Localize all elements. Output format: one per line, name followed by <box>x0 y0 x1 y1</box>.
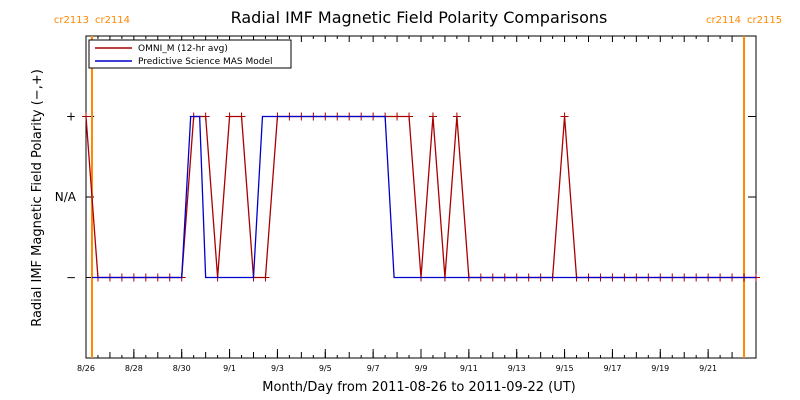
x-tick-label: 9/17 <box>603 364 621 373</box>
x-tick-label: 9/19 <box>651 364 669 373</box>
legend-box <box>88 39 292 69</box>
y-tick-label: + <box>66 110 76 124</box>
carrington-label-left: cr2114 <box>706 15 741 26</box>
y-axis: + N/A − <box>55 110 756 285</box>
x-tick-label: 9/13 <box>508 364 526 373</box>
omni-data-point <box>428 112 437 121</box>
omni-data-point <box>405 112 414 121</box>
omni-data-point <box>261 273 270 282</box>
x-axis: 8/26 8/28 8/30 9/1 9/3 9/5 9/7 9/9 9/11 9/13 9/15 9… <box>77 36 757 373</box>
series-layer <box>82 112 760 282</box>
omni-data-point <box>452 112 461 121</box>
omni-data-point <box>237 112 246 121</box>
carrington-label-right: cr2115 <box>747 15 782 26</box>
x-tick-label: 9/11 <box>460 364 478 373</box>
y-axis-label: Radial IMF Magnetic Field Polarity (−,+) <box>30 69 45 327</box>
series-line-mas <box>91 115 756 279</box>
x-tick-label: 9/15 <box>556 364 574 373</box>
omni-data-point <box>82 112 90 121</box>
chart-title: Radial IMF Magnetic Field Polarity Compa… <box>231 8 608 27</box>
y-tick-label: N/A <box>55 190 77 204</box>
x-tick-label: 8/30 <box>173 364 191 373</box>
omni-data-point <box>225 112 234 121</box>
carrington-label-right: cr2114 <box>95 15 130 26</box>
x-tick-label: 9/5 <box>319 364 332 373</box>
x-tick-label: 9/3 <box>271 364 284 373</box>
omni-data-point <box>393 112 402 121</box>
omni-data-point <box>201 112 210 121</box>
x-tick-label: 8/26 <box>77 364 95 373</box>
x-tick-label: 9/7 <box>367 364 380 373</box>
x-tick-label: 9/9 <box>415 364 428 373</box>
legend-label-mas: Predictive Science MAS Model <box>138 57 273 67</box>
x-tick-label: 8/28 <box>125 364 143 373</box>
carrington-rotation-markers: cr2113 cr2114 cr2114 cr2115 <box>54 15 782 358</box>
y-tick-label: − <box>66 271 76 285</box>
legend-label-omni: OMNI_M (12-hr avg) <box>138 44 228 54</box>
x-axis-label: Month/Day from 2011-08-26 to 2011-09-22 … <box>262 380 575 395</box>
carrington-label-left: cr2113 <box>54 15 89 26</box>
x-tick-label: 9/21 <box>699 364 717 373</box>
omni-data-point <box>560 112 569 121</box>
x-tick-label: 9/1 <box>223 364 236 373</box>
legend: OMNI_M (12-hr avg) Predictive Science MA… <box>88 39 292 69</box>
